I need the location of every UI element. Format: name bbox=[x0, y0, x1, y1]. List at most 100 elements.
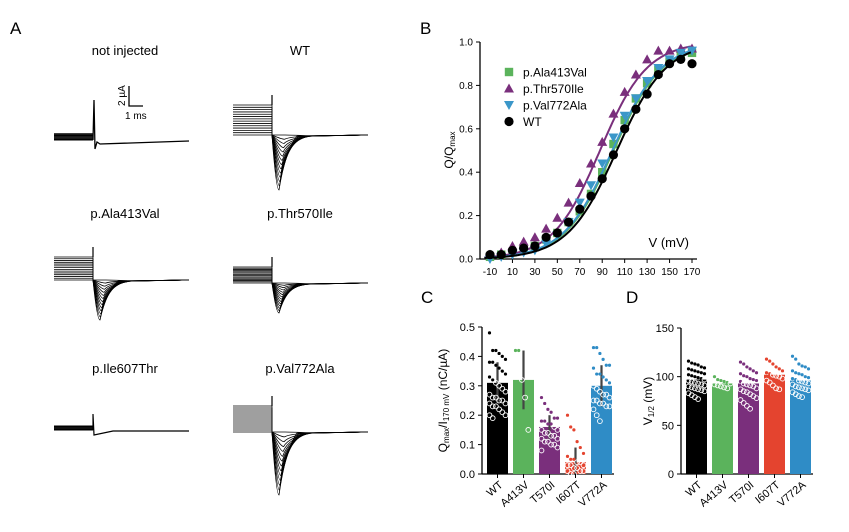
trace-title-ile607thr: p.Ile607Thr bbox=[92, 361, 158, 376]
data-point bbox=[698, 381, 705, 388]
y-axis-label-sub: max bbox=[442, 428, 451, 443]
bar bbox=[513, 379, 534, 474]
panel-label-a: A bbox=[10, 19, 22, 38]
data-point bbox=[600, 400, 606, 407]
data-point bbox=[690, 368, 694, 372]
data-point bbox=[491, 378, 495, 382]
data-point bbox=[601, 375, 605, 379]
data-point bbox=[539, 419, 544, 423]
trace-set-1 bbox=[233, 95, 369, 191]
data-point bbox=[502, 388, 509, 395]
data-point bbox=[738, 372, 743, 376]
bar-group-I607T bbox=[564, 413, 587, 477]
data-point bbox=[522, 394, 528, 401]
data-point bbox=[572, 457, 576, 461]
fit-curve bbox=[484, 45, 692, 259]
data-point bbox=[496, 397, 502, 404]
data-point bbox=[496, 250, 506, 260]
x-tick-label: 50 bbox=[552, 267, 564, 278]
data-point bbox=[630, 69, 641, 79]
data-point bbox=[591, 345, 596, 350]
y-tick-label: 0.3 bbox=[460, 381, 475, 393]
data-point bbox=[549, 422, 553, 426]
data-point bbox=[554, 435, 561, 442]
bar bbox=[487, 382, 508, 474]
data-point bbox=[676, 54, 686, 64]
bar bbox=[712, 383, 733, 474]
trace-line bbox=[54, 260, 190, 315]
data-point bbox=[487, 375, 492, 379]
bar-group-I607T bbox=[763, 357, 786, 474]
data-point bbox=[597, 418, 603, 424]
data-point bbox=[565, 454, 570, 458]
data-point bbox=[489, 394, 496, 401]
data-point bbox=[619, 86, 630, 96]
data-point bbox=[745, 365, 749, 369]
data-point bbox=[800, 364, 804, 368]
trace-line bbox=[54, 265, 190, 306]
legend-label: p.Ala413Val bbox=[523, 66, 587, 80]
bar-group-WT bbox=[685, 359, 708, 474]
data-point bbox=[701, 388, 708, 395]
y-tick-label: 0.1 bbox=[460, 440, 475, 452]
y-tick-label: 0.2 bbox=[459, 211, 473, 222]
data-point bbox=[608, 133, 619, 143]
data-point bbox=[748, 377, 752, 381]
data-point bbox=[696, 363, 700, 367]
bar bbox=[738, 383, 759, 474]
data-point bbox=[502, 400, 509, 407]
data-point bbox=[551, 432, 558, 439]
bar-group-T570I bbox=[737, 360, 760, 474]
trace-line bbox=[233, 409, 369, 486]
data-point bbox=[753, 385, 760, 392]
data-point bbox=[607, 363, 612, 367]
data-point bbox=[580, 462, 587, 469]
data-point bbox=[489, 415, 496, 421]
data-point bbox=[701, 376, 708, 383]
data-point bbox=[603, 403, 610, 410]
y-axis-label-part: (nC/µA) bbox=[436, 349, 450, 394]
data-point bbox=[598, 372, 602, 376]
data-point bbox=[569, 457, 573, 461]
x-tick-label: V772A bbox=[775, 479, 809, 510]
data-point bbox=[699, 371, 703, 375]
data-point bbox=[687, 59, 697, 69]
data-point bbox=[686, 373, 691, 377]
data-point bbox=[586, 158, 596, 168]
data-point bbox=[608, 108, 619, 118]
data-point bbox=[580, 468, 587, 474]
y-tick-label: 0.0 bbox=[459, 255, 473, 266]
scale-bar-x-label: 1 ms bbox=[125, 111, 147, 122]
data-point bbox=[693, 369, 697, 373]
data-point bbox=[631, 104, 641, 114]
data-point bbox=[698, 387, 705, 394]
data-point bbox=[593, 397, 600, 404]
legend-marker bbox=[504, 67, 514, 77]
data-point bbox=[779, 375, 786, 382]
data-point bbox=[747, 405, 753, 412]
data-point bbox=[794, 371, 798, 375]
y-tick-label: 0.2 bbox=[460, 410, 475, 422]
data-point bbox=[571, 465, 577, 471]
data-point bbox=[690, 361, 694, 365]
data-point bbox=[548, 441, 554, 448]
data-point bbox=[603, 391, 610, 398]
series-p.Thr570Ile bbox=[484, 43, 697, 259]
data-point bbox=[503, 372, 508, 376]
data-point bbox=[590, 382, 597, 389]
data-point bbox=[541, 438, 548, 445]
data-point bbox=[724, 385, 731, 392]
data-point bbox=[593, 385, 600, 392]
bar-group-V772A bbox=[789, 354, 812, 474]
data-point bbox=[574, 459, 580, 466]
trace-line bbox=[233, 109, 369, 182]
data-point bbox=[574, 178, 585, 188]
y-tick-label: 0.6 bbox=[459, 124, 473, 135]
legend-label: p.Thr570Ile bbox=[523, 82, 584, 96]
trace-line bbox=[233, 405, 369, 496]
data-point bbox=[773, 385, 779, 392]
x-tick-label: V772A bbox=[576, 479, 610, 510]
data-point bbox=[620, 124, 630, 134]
